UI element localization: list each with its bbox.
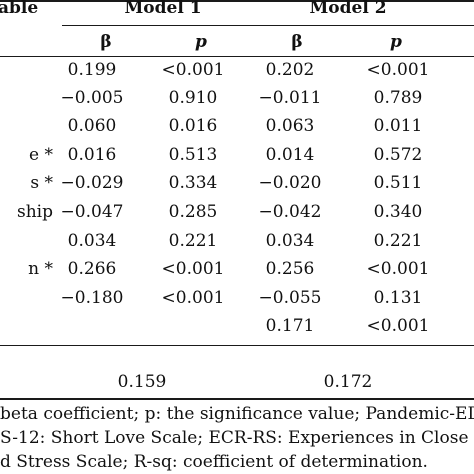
table-top-rule — [0, 0, 474, 2]
m1-beta: 0.060 — [67, 116, 117, 136]
header-m1-p: p — [195, 32, 207, 52]
m2-beta: −0.055 — [258, 288, 322, 308]
note-line: S-12: Short Love Scale; ECR-RS: Experien… — [0, 428, 474, 448]
m2-p: 0.572 — [373, 145, 423, 165]
m1-beta: 0.266 — [67, 259, 117, 279]
m1-p: 0.016 — [168, 116, 218, 136]
header-m1-beta: β — [100, 32, 112, 52]
m2-beta: 0.063 — [265, 116, 315, 136]
m2-p: <0.001 — [366, 316, 430, 336]
row-label: e * — [29, 145, 53, 165]
header-model2: Model 2 — [309, 0, 387, 18]
m1-p: 0.285 — [168, 202, 218, 222]
model2-underline — [262, 25, 474, 26]
m1-beta: 0.199 — [67, 60, 117, 80]
header-m2-beta: β — [291, 32, 303, 52]
row-label: s * — [30, 173, 53, 193]
header-model1: Model 1 — [124, 0, 202, 18]
m2-p: <0.001 — [366, 60, 430, 80]
m1-p: 0.221 — [168, 231, 218, 251]
m1-p: <0.001 — [161, 259, 225, 279]
m1-p: 0.334 — [168, 173, 218, 193]
note-line: beta coefficient; p: the significance va… — [0, 404, 474, 424]
m2-beta: 0.202 — [265, 60, 315, 80]
m2-p: 0.789 — [373, 88, 423, 108]
rsq-top-rule — [0, 345, 474, 346]
header-m2-p: p — [390, 32, 402, 52]
m2-beta: −0.011 — [258, 88, 322, 108]
m2-p: 0.511 — [373, 173, 423, 193]
m1-beta: −0.029 — [60, 173, 124, 193]
m1-p: 0.513 — [168, 145, 218, 165]
rsq-model2: 0.172 — [323, 372, 373, 392]
m2-p: 0.011 — [373, 116, 423, 136]
m1-p: <0.001 — [161, 60, 225, 80]
m1-p: 0.910 — [168, 88, 218, 108]
m1-beta: −0.005 — [60, 88, 124, 108]
note-line: d Stress Scale; R-sq: coefficient of det… — [0, 452, 428, 472]
rsq-model1: 0.159 — [117, 372, 167, 392]
header-bottom-rule — [0, 56, 474, 57]
header-variable: able — [0, 0, 39, 18]
m2-beta: 0.171 — [265, 316, 315, 336]
m1-beta: 0.016 — [67, 145, 117, 165]
m2-p: 0.340 — [373, 202, 423, 222]
m2-beta: 0.014 — [265, 145, 315, 165]
m1-beta: −0.180 — [60, 288, 124, 308]
m1-beta: 0.034 — [67, 231, 117, 251]
table-bottom-rule — [0, 398, 474, 400]
row-label: n * — [28, 259, 53, 279]
m1-beta: −0.047 — [60, 202, 124, 222]
model1-underline — [62, 25, 268, 26]
m1-p: <0.001 — [161, 288, 225, 308]
m2-beta: 0.256 — [265, 259, 315, 279]
row-label: ship — [17, 202, 53, 222]
m2-beta: −0.042 — [258, 202, 322, 222]
m2-beta: 0.034 — [265, 231, 315, 251]
m2-p: <0.001 — [366, 259, 430, 279]
m2-beta: −0.020 — [258, 173, 322, 193]
m2-p: 0.131 — [373, 288, 423, 308]
m2-p: 0.221 — [373, 231, 423, 251]
